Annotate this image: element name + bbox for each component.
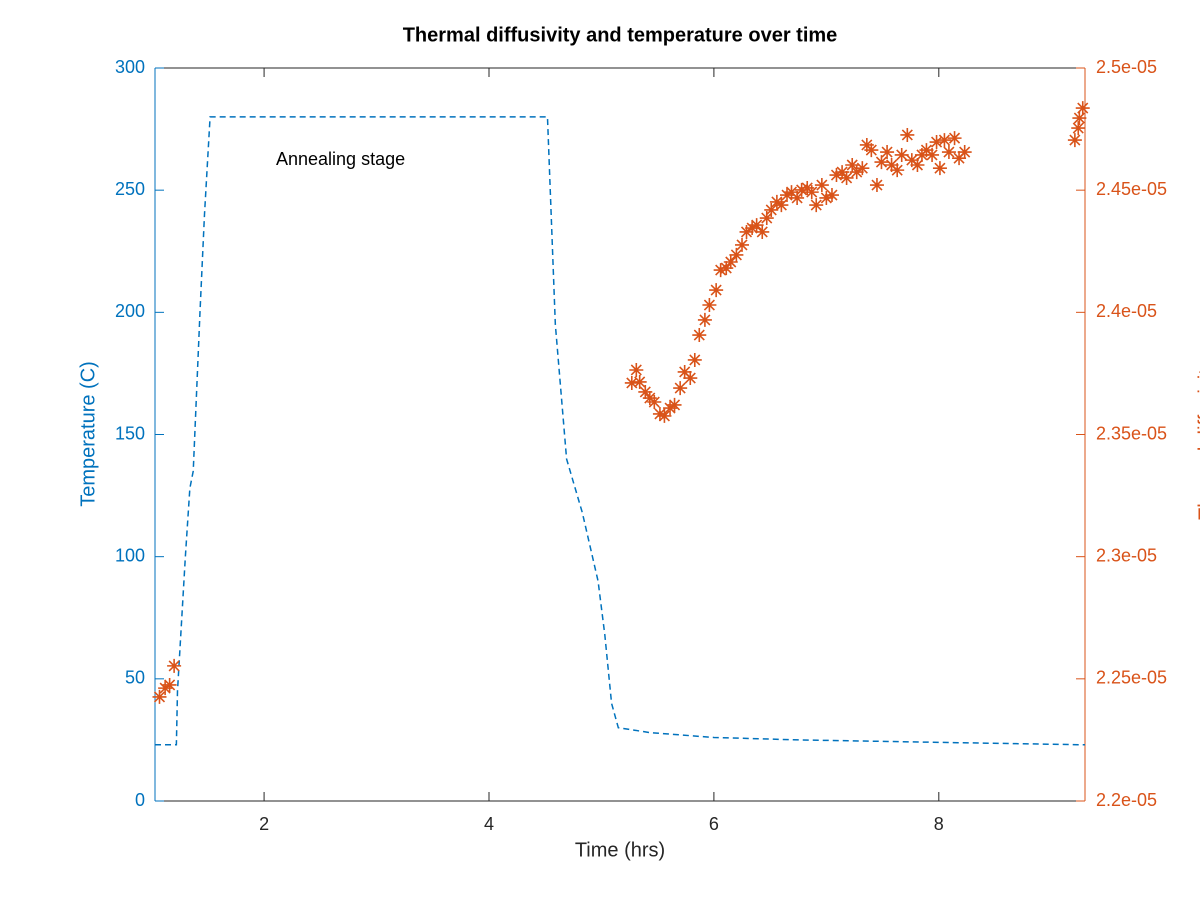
diffusivity-point xyxy=(687,352,702,367)
diffusivity-point xyxy=(779,188,794,203)
y2-tick-label: 2.35e-05 xyxy=(1096,423,1167,443)
diffusivity-point xyxy=(947,131,962,146)
diffusivity-point xyxy=(824,188,839,203)
diffusivity-point xyxy=(759,211,774,226)
diffusivity-point xyxy=(167,658,182,673)
y-tick-label: 300 xyxy=(115,57,145,77)
diffusivity-point xyxy=(932,161,947,176)
y-axis-label: Temperature (C) xyxy=(77,361,99,507)
y-tick-label: 100 xyxy=(115,545,145,565)
diffusivity-point xyxy=(697,312,712,327)
diffusivity-point xyxy=(864,143,879,158)
x-tick-label: 8 xyxy=(934,814,944,834)
diffusivity-point xyxy=(158,681,173,696)
diffusivity-point xyxy=(755,224,770,239)
diffusivity-point xyxy=(719,261,734,276)
diffusivity-point xyxy=(1071,121,1086,136)
y2-tick-label: 2.5e-05 xyxy=(1096,57,1157,77)
diffusivity-point xyxy=(929,135,944,150)
diffusivity-point xyxy=(794,182,809,197)
diffusivity-point xyxy=(910,158,925,172)
y-tick-label: 50 xyxy=(125,668,145,688)
diffusivity-point xyxy=(723,255,738,270)
diffusivity-point xyxy=(957,145,972,160)
diffusivity-point xyxy=(809,198,824,213)
diffusivity-point xyxy=(709,283,724,298)
diffusivity-point xyxy=(769,194,784,209)
diffusivity-point xyxy=(941,145,956,160)
diffusivity-point xyxy=(774,198,789,213)
diffusivity-point xyxy=(647,395,662,410)
diffusivity-point xyxy=(904,153,919,168)
diffusivity-point xyxy=(869,178,884,193)
diffusivity-point xyxy=(937,133,952,148)
diffusivity-point xyxy=(1075,101,1090,116)
diffusivity-point xyxy=(849,165,864,180)
diffusivity-point xyxy=(729,247,744,262)
diffusivity-point xyxy=(652,406,667,421)
diffusivity-point xyxy=(884,158,899,172)
diffusivity-point xyxy=(749,218,764,233)
y2-axis-label: Thermal diffusivity xyxy=(1195,359,1200,520)
x-tick-label: 6 xyxy=(709,814,719,834)
diffusivity-point xyxy=(638,384,653,399)
diffusivity-point xyxy=(629,362,644,377)
diffusivity-point xyxy=(663,401,678,416)
diffusivity-point xyxy=(894,147,909,162)
diffusivity-point xyxy=(657,408,672,423)
diffusivity-point xyxy=(845,158,860,172)
diffusivity-point xyxy=(713,263,728,278)
diffusivity-point xyxy=(784,185,799,200)
diffusivity-point xyxy=(880,145,895,160)
chart-title: Thermal diffusivity and temperature over… xyxy=(403,24,838,46)
y-tick-label: 250 xyxy=(115,179,145,199)
diffusivity-point xyxy=(162,677,177,692)
diffusivity-point xyxy=(683,371,698,386)
y-tick-label: 150 xyxy=(115,423,145,443)
y-tick-label: 200 xyxy=(115,301,145,321)
temperature-line xyxy=(155,116,1086,746)
diffusivity-point xyxy=(677,364,692,379)
annotation: Annealing stage xyxy=(276,149,405,169)
y2-tick-label: 2.2e-05 xyxy=(1096,790,1157,810)
diffusivity-point xyxy=(819,190,834,205)
diffusivity-point xyxy=(1072,111,1087,126)
x-tick-label: 2 xyxy=(259,814,269,834)
diffusivity-point xyxy=(1067,133,1082,148)
diffusivity-point xyxy=(632,374,647,389)
x-axis-label: Time (hrs) xyxy=(575,839,665,861)
y2-tick-label: 2.45e-05 xyxy=(1096,179,1167,199)
diffusivity-point xyxy=(667,397,682,412)
diffusivity-point xyxy=(735,237,750,252)
diffusivity-point xyxy=(829,168,844,183)
y2-tick-label: 2.4e-05 xyxy=(1096,301,1157,321)
diffusivity-point xyxy=(692,328,707,343)
diffusivity-point xyxy=(874,155,889,170)
diffusivity-point xyxy=(919,143,934,158)
diffusivity-point xyxy=(900,127,915,142)
diffusivity-point xyxy=(925,147,940,162)
diffusivity-point xyxy=(890,163,905,178)
diffusivity-point xyxy=(839,170,854,185)
diffusivity-point xyxy=(739,224,754,239)
diffusivity-point xyxy=(764,202,779,217)
y2-tick-label: 2.25e-05 xyxy=(1096,668,1167,688)
diffusivity-point xyxy=(804,185,819,200)
diffusivity-point xyxy=(814,178,829,193)
diffusivity-point xyxy=(745,221,760,236)
y-tick-label: 0 xyxy=(135,790,145,810)
y2-tick-label: 2.3e-05 xyxy=(1096,545,1157,565)
diffusivity-point xyxy=(673,381,688,396)
diffusivity-point xyxy=(624,375,639,390)
diffusivity-point xyxy=(152,689,167,704)
diffusivity-point xyxy=(952,151,967,166)
diffusivity-point xyxy=(835,165,850,180)
diffusivity-point xyxy=(702,298,717,313)
x-tick-label: 4 xyxy=(484,814,494,834)
diffusivity-point xyxy=(855,161,870,176)
diffusivity-point xyxy=(790,190,805,205)
